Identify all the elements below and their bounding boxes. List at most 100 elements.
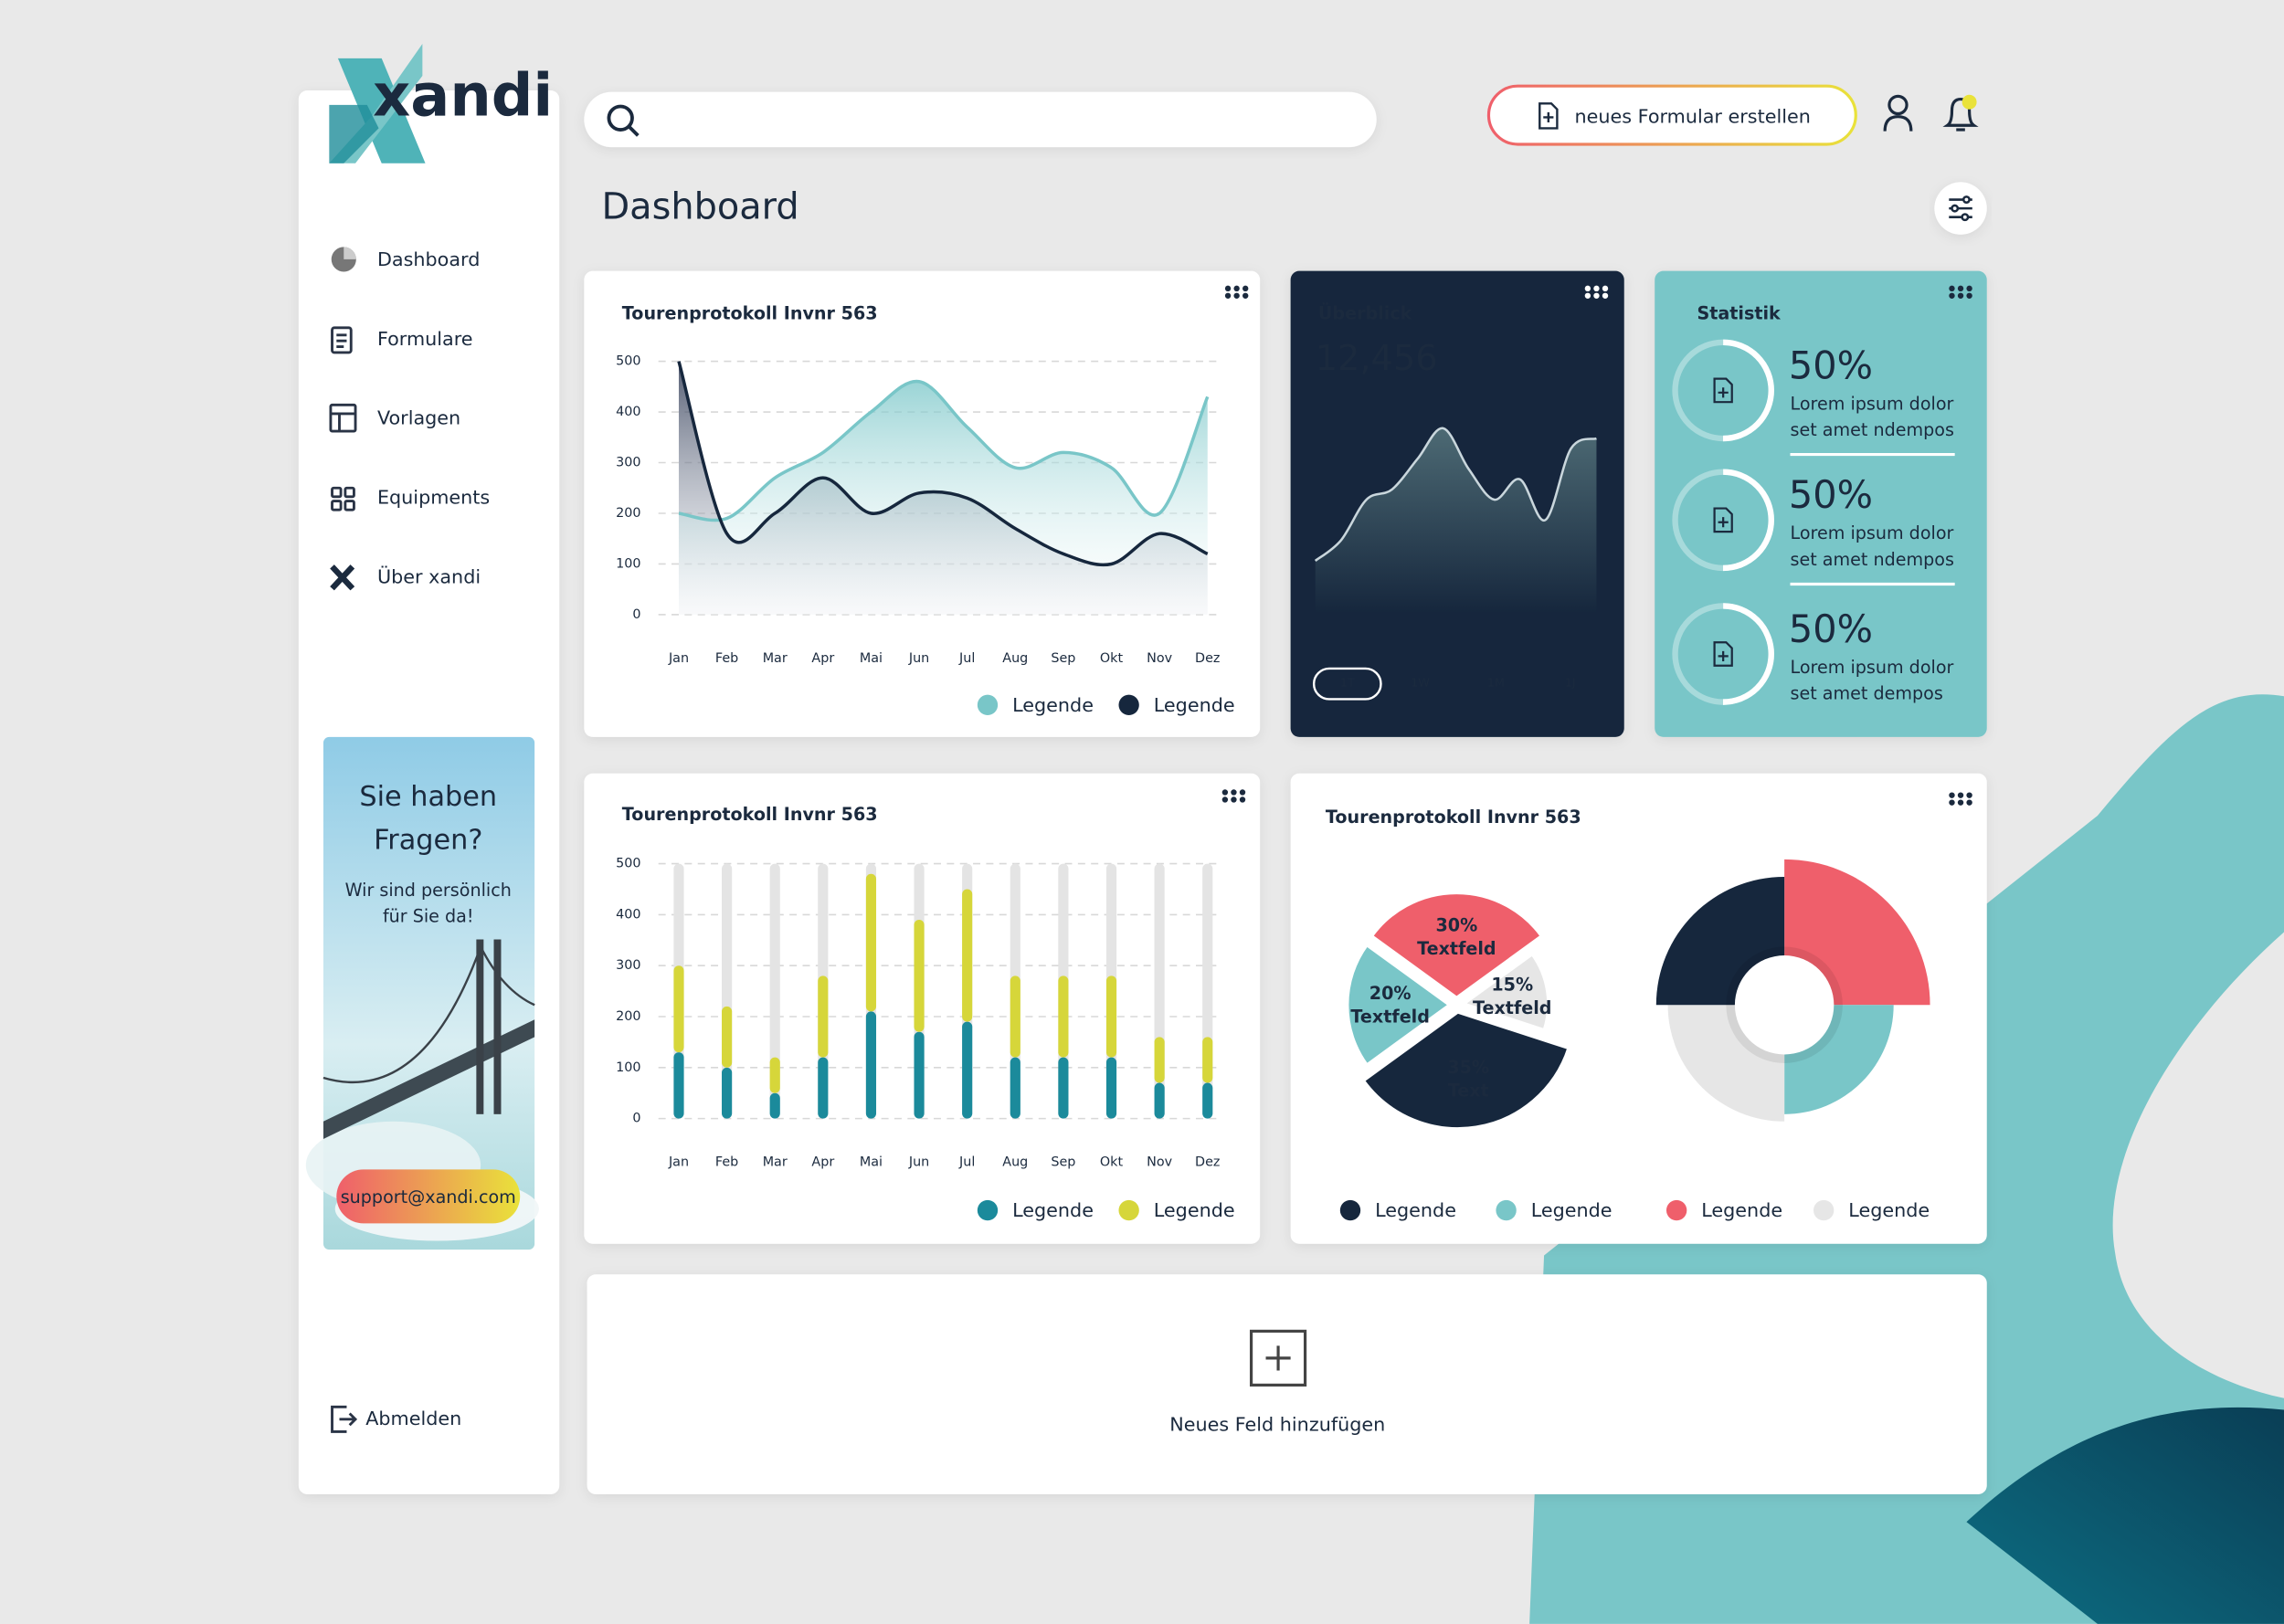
menu-dot <box>1242 285 1249 292</box>
line <box>677 361 1209 567</box>
sparkline <box>1314 427 1597 562</box>
menu-dot <box>1957 285 1964 292</box>
x-tick-label: Okt <box>1100 1155 1124 1169</box>
support-button[interactable] <box>336 1169 521 1224</box>
bar-segment <box>962 1021 973 1119</box>
card-title: Tourenprotokoll Invnr 563 <box>622 302 878 323</box>
range-tab[interactable]: 1T <box>1340 676 1355 690</box>
menu-dot <box>1584 292 1591 299</box>
x-tick-label: Sep <box>1051 1155 1075 1169</box>
bar-segment <box>1154 1082 1165 1119</box>
nav-item[interactable]: Dashboard <box>377 248 480 270</box>
legend-label: Legende <box>1012 694 1094 716</box>
bar-segment <box>769 1092 780 1119</box>
legend-label: Legende <box>1531 1199 1613 1221</box>
ring-progress <box>1672 339 1774 442</box>
bg-notch <box>2112 932 2284 1398</box>
page-title: Dashboard <box>601 186 798 228</box>
user-icon[interactable] <box>1883 94 1913 132</box>
x-tick-label: Jun <box>908 651 929 666</box>
legend-dot <box>1118 1199 1139 1221</box>
bar-segment <box>1202 1037 1213 1083</box>
nav-item[interactable]: Equipments <box>377 487 490 509</box>
menu-dot <box>1224 285 1232 292</box>
search-bar[interactable] <box>584 91 1377 148</box>
y-tick-label: 500 <box>616 354 640 369</box>
slice-label: Text <box>1448 1080 1489 1101</box>
y-tick-label: 400 <box>616 405 640 419</box>
menu-dot <box>1221 796 1229 803</box>
x-tick-label: Apr <box>811 1155 834 1169</box>
y-tick-label: 400 <box>616 907 640 922</box>
stat-value: 50% <box>1789 607 1873 651</box>
stat-text: Lorem ipsum dolor <box>1791 657 1954 678</box>
bell-icon[interactable] <box>1942 94 1979 132</box>
legend-dot <box>1339 1199 1361 1221</box>
bar-segment <box>818 975 829 1058</box>
menu-dot <box>1957 792 1964 798</box>
bar-segment <box>1154 1037 1165 1083</box>
bar-segment <box>1010 1057 1020 1119</box>
new-form-button[interactable] <box>1486 84 1857 146</box>
legend-label: Legende <box>1154 1199 1235 1221</box>
add-icon <box>1249 1329 1307 1387</box>
logo: xandi <box>373 62 553 130</box>
nav-item[interactable]: Vorlagen <box>377 407 460 429</box>
slice-label: Textfeld <box>1417 938 1496 959</box>
menu-dot <box>1957 799 1964 806</box>
x-tick-label: Feb <box>715 1155 738 1169</box>
menu-dot <box>1239 789 1246 796</box>
logout: Abmelden <box>365 1408 461 1429</box>
stat-value: 50% <box>1789 473 1873 517</box>
bar-segment <box>865 1011 877 1119</box>
y-tick-label: 300 <box>616 958 640 973</box>
bg-deep <box>1966 1407 2284 1624</box>
y-tick-label: 200 <box>616 1009 640 1024</box>
x-tick-label: Jul <box>958 1155 975 1169</box>
nav-item[interactable]: Über xandi <box>377 565 481 588</box>
legend-dot <box>977 1199 999 1221</box>
x-tick-label: Dez <box>1195 651 1220 666</box>
x-tick-label: Nov <box>1147 651 1172 666</box>
ring-progress <box>1672 603 1774 705</box>
menu-dot <box>1593 292 1600 299</box>
ring-progress <box>1672 469 1774 572</box>
bar-segment <box>1058 1057 1069 1119</box>
menu-dot <box>1949 292 1955 299</box>
search-icon <box>607 104 640 137</box>
range-tab[interactable]: 1J <box>1565 676 1576 690</box>
x-tick-label: Jul <box>958 651 975 666</box>
x-tick-label: Nov <box>1147 1155 1172 1169</box>
promo-title: Fragen? <box>374 825 482 857</box>
bar-segment <box>1058 975 1069 1058</box>
bar-segment <box>722 1006 733 1068</box>
slice-label: Textfeld <box>1473 997 1551 1018</box>
nav-item[interactable]: Formulare <box>377 328 473 350</box>
bar-segment <box>769 1057 780 1093</box>
new-form-icon <box>1539 102 1559 130</box>
y-tick-label: 300 <box>616 456 640 470</box>
bar-track <box>769 863 780 1119</box>
legend-label: Legende <box>1701 1199 1782 1221</box>
menu-dot <box>1233 292 1240 299</box>
range-tab[interactable]: 1W <box>1411 676 1430 690</box>
slice-value: 35% <box>1447 1057 1489 1078</box>
legend-dot <box>1496 1199 1517 1221</box>
menu-dot <box>1231 789 1237 796</box>
promo-text: Wir sind persönlich <box>345 880 512 901</box>
range-tab[interactable]: 1M <box>1487 676 1505 690</box>
menu-dot <box>1949 285 1955 292</box>
bar-segment <box>1105 975 1117 1058</box>
logo-mark <box>329 43 426 163</box>
promo-text: für Sie da! <box>383 905 474 926</box>
stat-value: 50% <box>1789 343 1873 387</box>
x-tick-label: Okt <box>1100 651 1124 666</box>
y-tick-label: 100 <box>616 556 640 571</box>
menu-dot <box>1231 796 1237 803</box>
menu-dot <box>1957 292 1964 299</box>
doc-icon <box>1713 641 1733 667</box>
range-pill <box>1312 667 1382 701</box>
x-tick-label: Jan <box>668 651 689 666</box>
x-tick-label: Mai <box>860 1155 883 1169</box>
new-form-label: neues Formular erstellen <box>1575 106 1811 128</box>
